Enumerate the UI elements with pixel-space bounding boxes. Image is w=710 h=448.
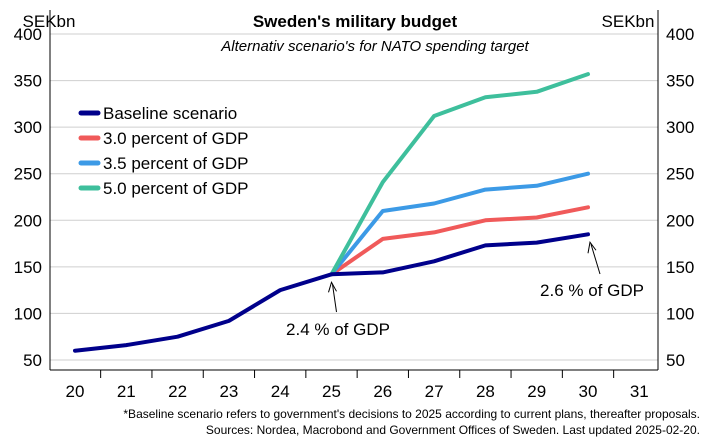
y-unit-left: SEKbn — [23, 12, 76, 31]
series-line-baseline-scenario — [73, 232, 590, 353]
x-tick-31: 31 — [630, 382, 649, 401]
annotation-label: 2.6 % of GDP — [540, 281, 644, 300]
chart-title: Sweden's military budget — [253, 12, 458, 31]
legend: Baseline scenario 3.0 percent of GDP 3.5 p… — [78, 104, 249, 198]
x-tick-30: 30 — [579, 382, 598, 401]
y-tick-left-300: 300 — [14, 118, 42, 137]
y-tick-left-50: 50 — [23, 351, 42, 370]
x-tick-22: 22 — [168, 382, 187, 401]
series-lines — [73, 72, 590, 353]
footnote-line-2: Sources: Nordea, Macrobond and Governmen… — [206, 423, 700, 437]
legend-label: 5.0 percent of GDP — [103, 179, 249, 198]
legend-label: 3.5 percent of GDP — [103, 154, 249, 173]
annotation-label: 2.4 % of GDP — [286, 320, 390, 339]
x-tick-28: 28 — [476, 382, 495, 401]
annotation-arrowhead — [328, 281, 337, 293]
y-unit-right: SEKbn — [602, 12, 655, 31]
y-tick-right-350: 350 — [666, 72, 694, 91]
axes: 50 50 100 100 150 150 200 200 250 250 300 300 350 350… — [14, 10, 694, 401]
legend-label: Baseline scenario — [103, 104, 237, 123]
x-tick-20: 20 — [66, 382, 85, 401]
annotation-arrow — [332, 284, 337, 313]
gridlines — [50, 33, 658, 361]
series-line-3-5-percent-of-gdp — [329, 171, 590, 277]
y-tick-right-200: 200 — [666, 211, 694, 230]
y-tick-left-400: 400 — [14, 25, 42, 44]
y-tick-right-250: 250 — [666, 165, 694, 184]
x-tick-23: 23 — [219, 382, 238, 401]
legend-label: 3.0 percent of GDP — [103, 129, 249, 148]
y-tick-left-150: 150 — [14, 258, 42, 277]
annotations: 2.4 % of GDP 2.6 % of GDP — [286, 241, 644, 339]
x-tick-21: 21 — [117, 382, 136, 401]
y-tick-right-300: 300 — [666, 118, 694, 137]
y-tick-left-100: 100 — [14, 304, 42, 323]
y-tick-right-400: 400 — [666, 25, 694, 44]
y-tick-right-150: 150 — [666, 258, 694, 277]
series-line-5-0-percent-of-gdp — [329, 72, 590, 277]
chart-subtitle: Alternativ scenario's for NATO spending … — [220, 38, 529, 55]
y-tick-left-350: 350 — [14, 72, 42, 91]
series-line-3-0-percent-of-gdp — [329, 205, 590, 277]
x-tick-27: 27 — [425, 382, 444, 401]
annotation-arrowhead — [587, 241, 597, 254]
y-tick-left-200: 200 — [14, 211, 42, 230]
annotation-arrow — [590, 244, 601, 275]
x-tick-24: 24 — [271, 382, 290, 401]
y-tick-right-50: 50 — [666, 351, 685, 370]
y-tick-right-100: 100 — [666, 304, 694, 323]
x-tick-29: 29 — [527, 382, 546, 401]
y-tick-left-250: 250 — [14, 165, 42, 184]
x-tick-26: 26 — [373, 382, 392, 401]
x-tick-25: 25 — [322, 382, 341, 401]
footnote-line-1: *Baseline scenario refers to government'… — [123, 407, 700, 421]
